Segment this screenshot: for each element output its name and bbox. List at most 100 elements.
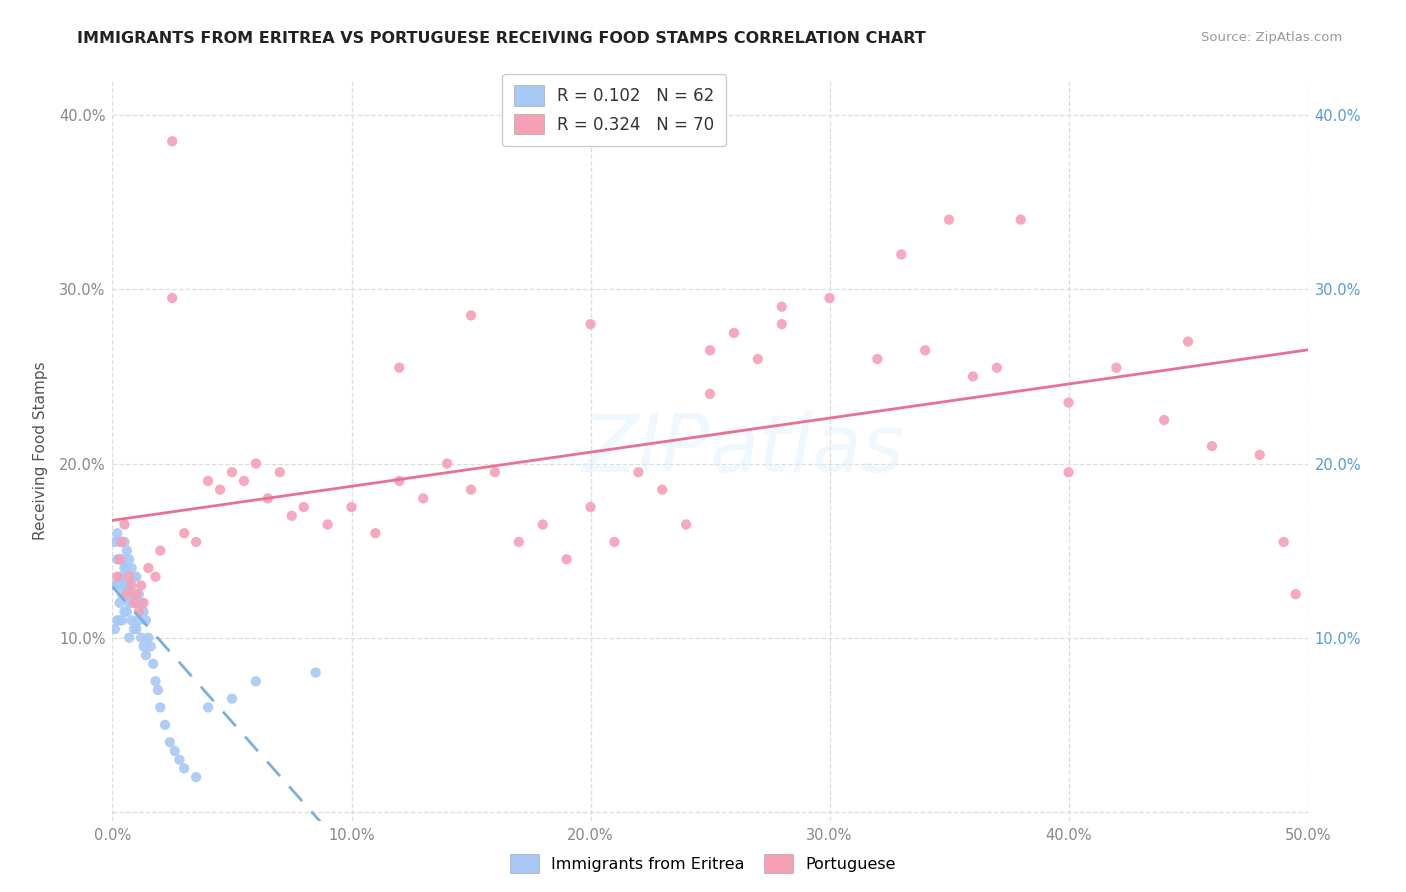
Point [1201,439,1223,453]
Point [118,570,141,584]
Point [132,640,155,654]
Legend: R = 0.102   N = 62, R = 0.324   N = 70: R = 0.102 N = 62, R = 0.324 N = 70 [502,74,727,146]
Point [138,561,160,575]
Point [186,535,208,549]
Point [104,622,127,636]
Point [122,622,145,636]
Point [114,561,135,575]
Point [125,596,148,610]
Point [1057,395,1080,409]
Point [125,622,148,636]
Point [412,491,434,506]
Point [104,578,127,592]
Point [115,561,138,575]
Point [316,517,339,532]
Point [699,343,721,358]
Point [364,526,387,541]
Point [114,578,135,592]
Point [986,360,1008,375]
Point [555,552,578,566]
Legend: Immigrants from Eritrea, Portuguese: Immigrants from Eritrea, Portuguese [503,847,903,880]
Point [770,317,793,331]
Point [108,613,131,627]
Point [233,474,256,488]
Point [460,309,482,323]
Point [197,474,219,488]
Point [125,587,148,601]
Point [108,570,131,584]
Point [135,648,157,662]
Point [962,369,984,384]
Point [173,761,195,775]
Point [699,387,721,401]
Point [105,578,128,592]
Point [149,700,172,714]
Point [108,596,131,610]
Point [128,605,150,619]
Point [142,657,165,671]
Point [121,613,143,627]
Text: ZIP: ZIP [582,411,710,490]
Point [257,491,280,506]
Point [135,613,157,627]
Point [866,351,889,366]
Point [108,552,131,566]
Point [111,613,134,627]
Point [108,535,131,549]
Text: atlas: atlas [710,411,905,490]
Point [890,247,912,261]
Point [115,587,138,601]
Point [209,483,232,497]
Point [818,291,841,305]
Point [114,535,135,549]
Point [245,674,267,689]
Point [162,291,183,305]
Point [111,535,134,549]
Point [163,744,186,758]
Point [105,570,128,584]
Point [146,683,169,698]
Point [269,465,291,479]
Point [747,351,769,366]
Point [115,543,138,558]
Point [221,465,243,479]
Point [122,596,145,610]
Point [118,552,141,566]
Point [579,317,602,331]
Point [149,543,172,558]
Point [111,535,134,549]
Point [305,665,328,680]
Point [111,552,134,566]
Point [114,517,135,532]
Point [145,570,167,584]
Point [129,578,152,592]
Point [129,631,152,645]
Point [186,770,208,784]
Point [1153,413,1175,427]
Point [197,700,219,714]
Point [292,500,315,514]
Point [1272,535,1295,549]
Point [159,735,181,749]
Point [121,578,143,592]
Point [139,640,162,654]
Point [118,631,141,645]
Point [388,360,411,375]
Point [138,631,160,645]
Point [128,613,150,627]
Point [579,500,602,514]
Point [531,517,554,532]
Point [281,508,304,523]
Point [129,596,152,610]
Y-axis label: Receiving Food Stamps: Receiving Food Stamps [32,361,48,540]
Point [121,561,143,575]
Point [169,753,191,767]
Point [122,596,145,610]
Point [1177,334,1199,349]
Point [122,570,145,584]
Point [651,483,673,497]
Point [118,578,141,592]
Point [145,674,167,689]
Point [111,587,134,601]
Point [1057,465,1080,479]
